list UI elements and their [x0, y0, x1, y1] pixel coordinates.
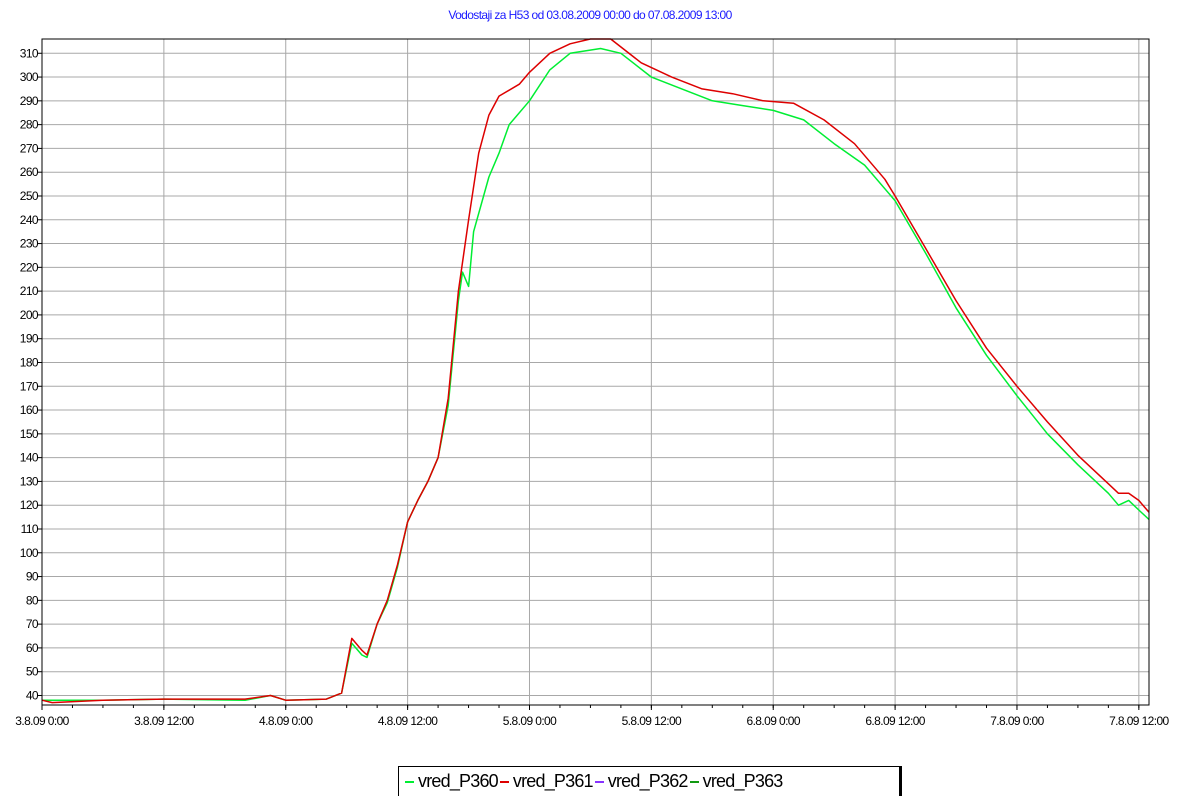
- legend-item-vred-p363: vred_P363: [689, 771, 784, 792]
- legend-label: vred_P363: [702, 771, 784, 791]
- x-tick-label: 4.8.09 0:00: [259, 714, 313, 728]
- y-tick-label: 60: [26, 641, 39, 655]
- y-tick-label: 150: [20, 427, 39, 441]
- grid-layer: [41, 39, 1149, 705]
- y-tick-label: 130: [20, 474, 39, 488]
- y-tick-label: 290: [20, 94, 39, 108]
- legend-swatch-icon: [594, 780, 604, 783]
- legend-item-vred-p362: vred_P362: [594, 771, 689, 792]
- y-tick-label: 90: [26, 570, 39, 584]
- y-tick-label: 100: [20, 546, 39, 560]
- y-tick-label: 40: [26, 688, 39, 702]
- series-layer: [41, 38, 1150, 704]
- y-tick-label: 70: [26, 617, 39, 631]
- x-tick-label: 5.8.09 0:00: [503, 714, 557, 728]
- x-tick-label: 6.8.09 0:00: [747, 714, 801, 728]
- x-tick-label: 5.8.09 12:00: [622, 714, 682, 728]
- y-tick-label: 160: [20, 403, 39, 417]
- y-tick-label: 120: [20, 498, 39, 512]
- y-tick-label: 110: [21, 522, 39, 536]
- y-tick-label: 220: [20, 260, 39, 274]
- y-tick-label: 250: [20, 189, 39, 203]
- axis-layer: 40 50 60 70 80 90 100 110 120 130 140 150 160 170 180 1…: [15, 38, 1170, 728]
- y-tick-label: 140: [20, 451, 39, 465]
- legend-swatch-icon: [499, 780, 509, 783]
- legend-label: vred_P361: [512, 771, 594, 791]
- y-tick-label: 310: [20, 46, 39, 60]
- legend-item-vred-p360: vred_P360: [405, 771, 499, 792]
- legend-swatch-icon: [689, 780, 699, 783]
- x-tick-label: 3.8.09 12:00: [134, 714, 194, 728]
- x-tick-label: 6.8.09 12:00: [865, 714, 925, 728]
- legend-label: vred_P362: [607, 771, 689, 791]
- y-tick-label: 200: [20, 308, 39, 322]
- legend-item-vred-p361: vred_P361: [499, 771, 594, 792]
- y-tick-label: 210: [20, 284, 39, 298]
- y-tick-label: 300: [20, 70, 39, 84]
- y-tick-label: 50: [26, 665, 39, 679]
- legend-swatch-icon: [405, 780, 414, 783]
- legend: vred_P360 vred_P361 vred_P362 vred_P363: [398, 766, 902, 796]
- chart-title: Vodostaji za H53 od 03.08.2009 00:00 do …: [448, 8, 732, 22]
- y-tick-label: 190: [20, 332, 39, 346]
- x-tick-label: 7.8.09 0:00: [990, 714, 1044, 728]
- y-tick-label: 170: [20, 379, 39, 393]
- legend-label: vred_P360: [418, 771, 499, 791]
- series-line-vred-p360: [42, 47, 1150, 701]
- x-tick-label: 3.8.09 0:00: [15, 714, 69, 728]
- line-chart: 40 50 60 70 80 90 100 110 120 130 140 150 160 170 180 1…: [15, 38, 1170, 728]
- plot-frame: [41, 38, 1150, 706]
- x-tick-label: 7.8.09 12:00: [1109, 714, 1169, 728]
- x-tick-label: 4.8.09 12:00: [378, 714, 438, 728]
- y-tick-label: 280: [20, 118, 39, 132]
- y-tick-label: 230: [20, 237, 39, 251]
- y-tick-label: 80: [26, 593, 39, 607]
- series-line-vred-p361: [41, 38, 1150, 704]
- y-tick-label: 270: [20, 141, 39, 155]
- y-tick-label: 240: [20, 213, 39, 227]
- y-tick-label: 180: [20, 355, 39, 369]
- y-tick-label: 260: [20, 165, 39, 179]
